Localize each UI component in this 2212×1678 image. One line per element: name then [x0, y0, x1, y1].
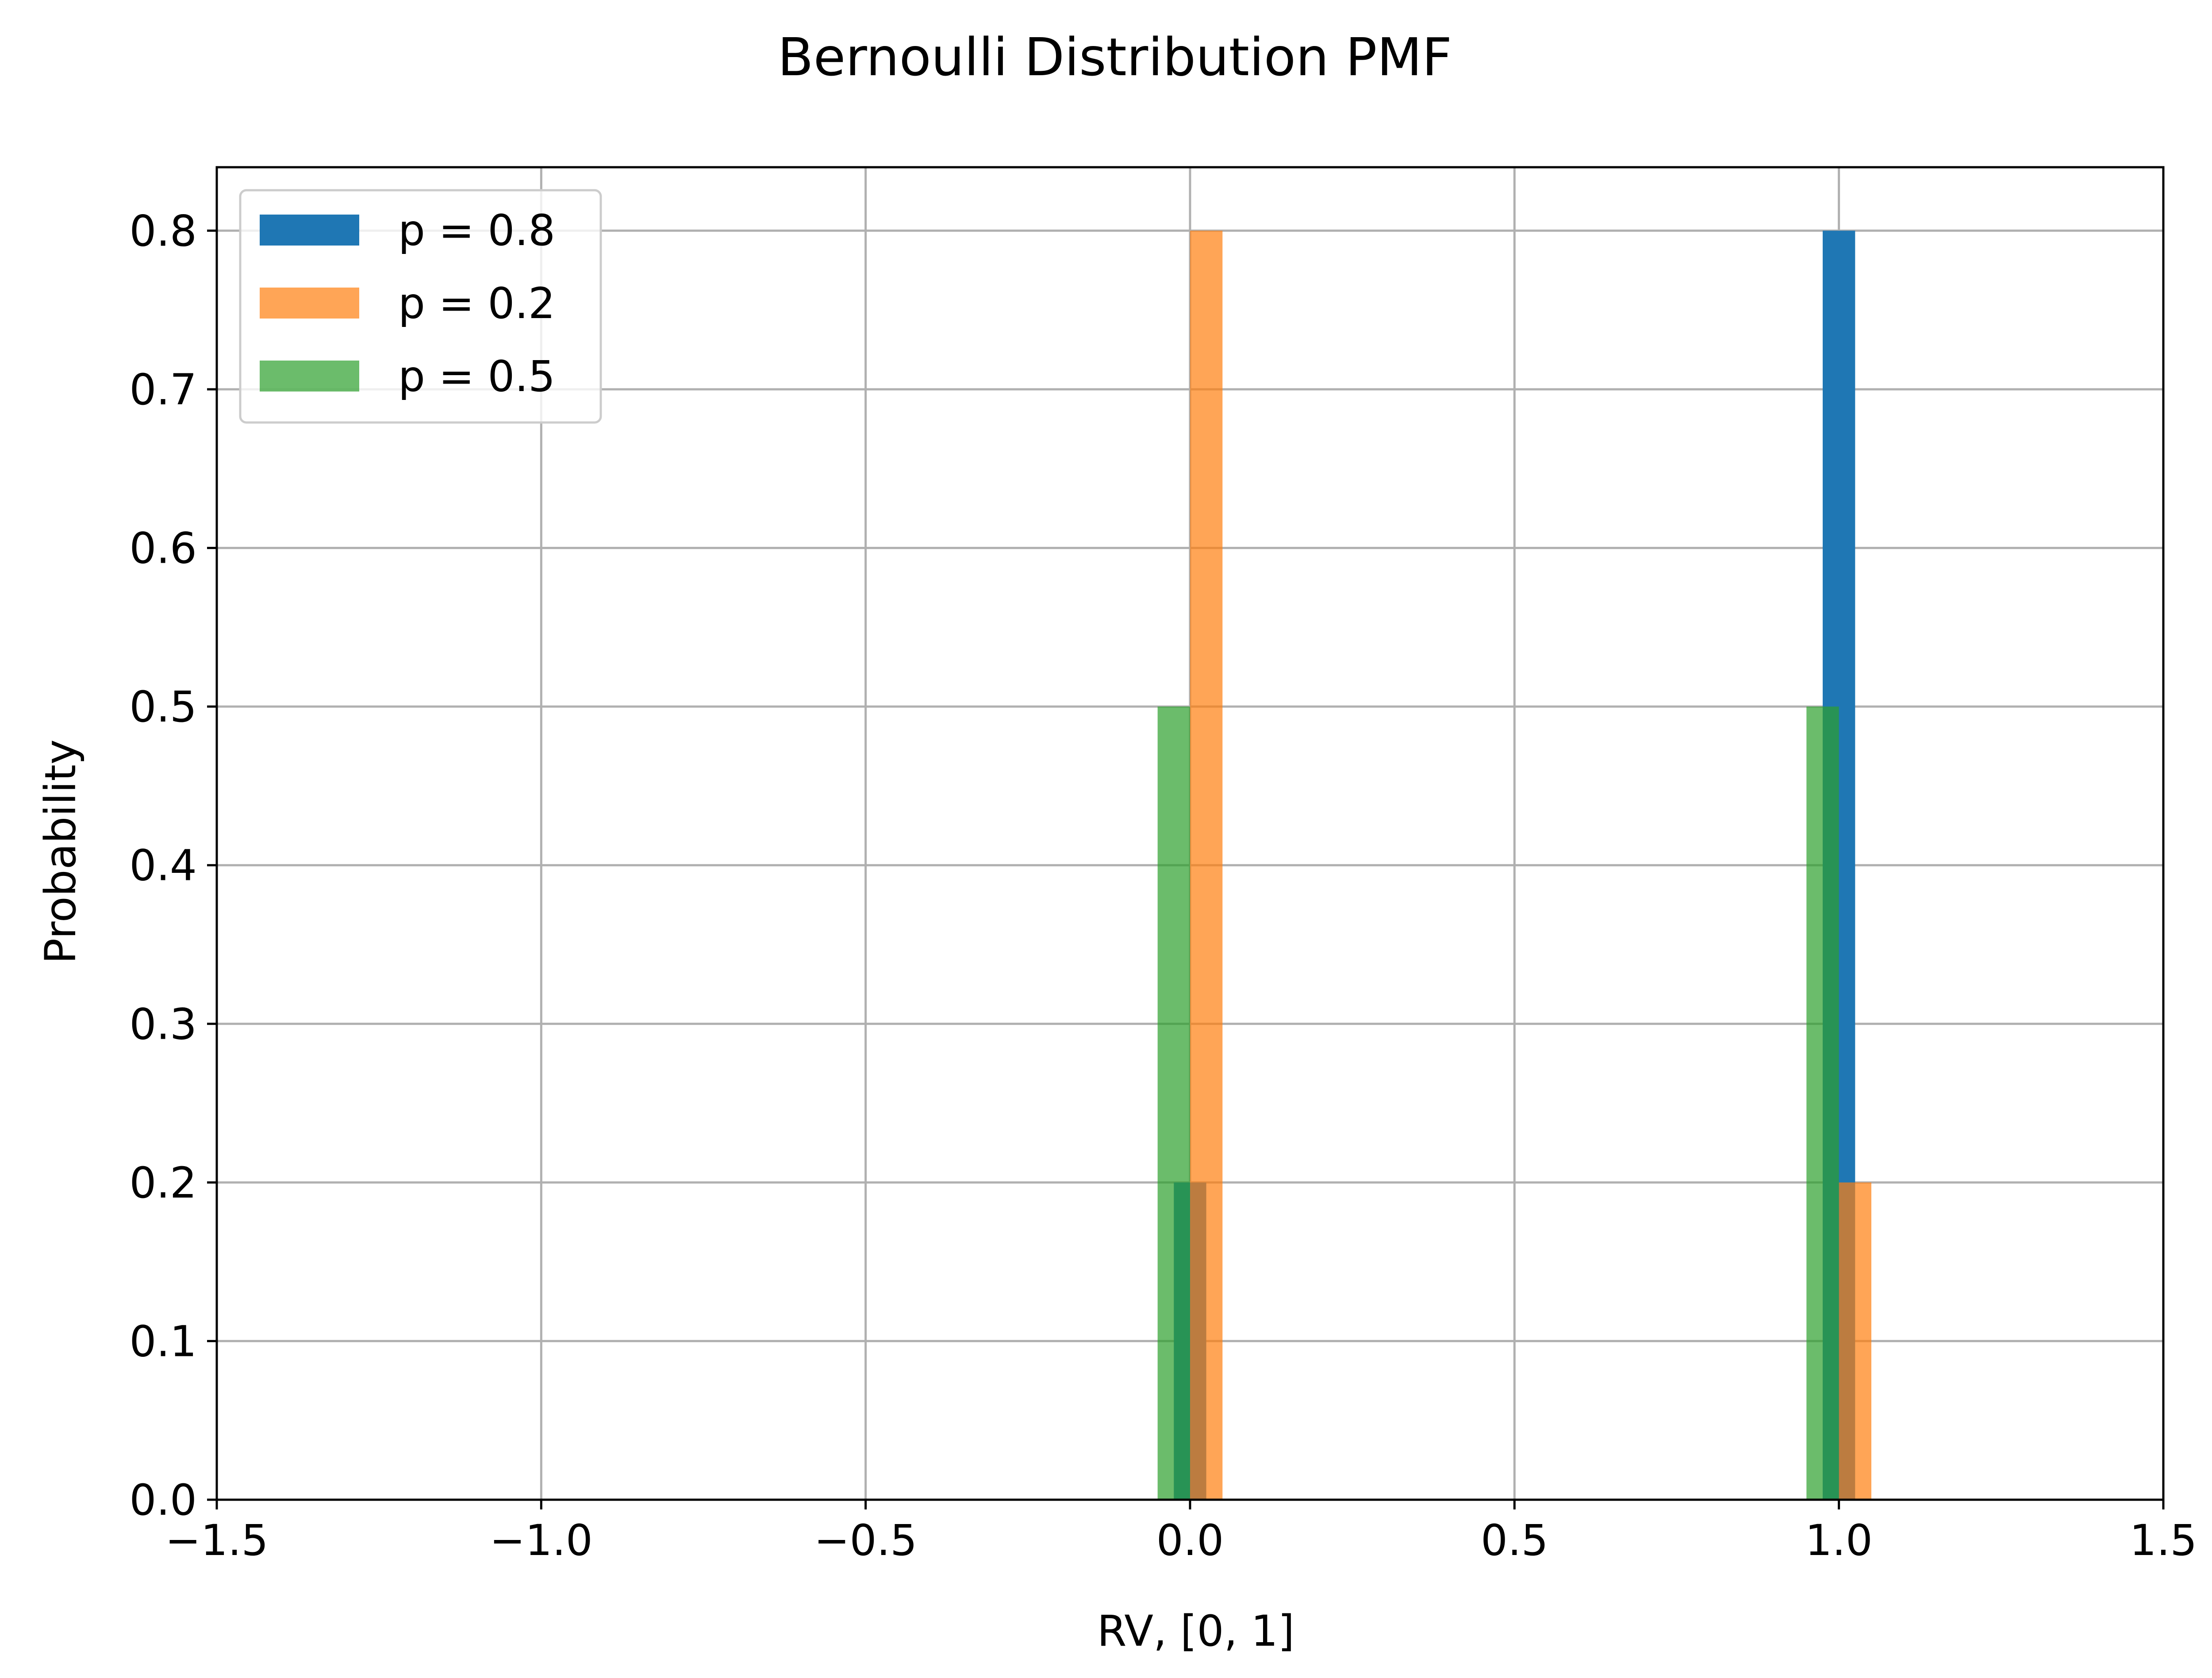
legend-label: p = 0.8: [398, 206, 555, 255]
bars: [1157, 230, 1871, 1500]
y-tick-label: 0.4: [129, 841, 197, 891]
x-axis-label: RV, [0, 1]: [1097, 1606, 1294, 1656]
y-axis-label: Probability: [36, 739, 85, 964]
x-tick-label: 0.0: [1156, 1516, 1224, 1565]
legend-swatch: [260, 361, 359, 392]
bar-series-2-1: [1806, 707, 1839, 1500]
legend-label: p = 0.5: [398, 352, 555, 401]
legend-swatch: [260, 288, 359, 319]
y-tick-label: 0.0: [129, 1475, 197, 1525]
y-tick-label: 0.2: [129, 1158, 197, 1208]
bar-series-1-0: [1190, 230, 1223, 1500]
x-axis-ticks: −1.5 −1.0 −0.5 0.0 0.5 1.0 1.5: [165, 1500, 2197, 1565]
y-tick-label: 0.5: [129, 682, 197, 732]
chart-title: Bernoulli Distribution PMF: [778, 27, 1452, 88]
x-tick-label: 1.5: [2130, 1516, 2197, 1565]
x-tick-label: 1.0: [1805, 1516, 1873, 1565]
y-tick-label: 0.3: [129, 999, 197, 1049]
y-tick-label: 0.7: [129, 365, 197, 415]
x-tick-label: 0.5: [1481, 1516, 1548, 1565]
x-tick-label: −1.0: [490, 1516, 593, 1565]
y-tick-label: 0.1: [129, 1317, 197, 1366]
x-tick-label: −1.5: [165, 1516, 268, 1565]
legend-swatch: [260, 215, 359, 246]
y-tick-label: 0.6: [129, 524, 197, 573]
legend: p = 0.8 p = 0.2 p = 0.5: [239, 189, 602, 424]
y-tick-label: 0.8: [129, 206, 197, 256]
y-axis-ticks: 0.0 0.1 0.2 0.3 0.4 0.5 0.6 0.7 0.8: [129, 206, 217, 1525]
legend-label: p = 0.2: [398, 279, 555, 328]
x-tick-label: −0.5: [814, 1516, 917, 1565]
bar-series-2-0: [1157, 707, 1190, 1500]
bar-series-1-1: [1839, 1182, 1871, 1500]
